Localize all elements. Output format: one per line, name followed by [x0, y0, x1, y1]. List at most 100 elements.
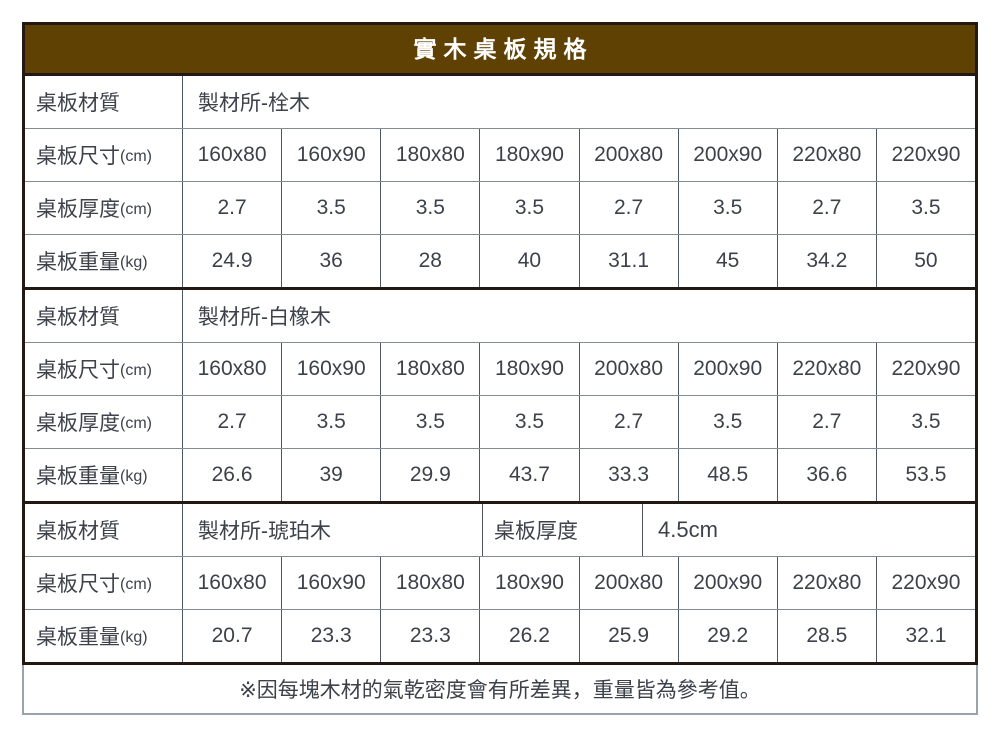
size-label-text: 桌板尺寸	[36, 573, 120, 596]
thickness-cell: 3.5	[679, 396, 778, 448]
spec-table: 實木桌板規格 桌板材質 製材所-栓木 桌板尺寸 (cm) 160x80 160x9…	[22, 22, 978, 665]
material-row-1: 桌板材質 製材所-栓木	[25, 76, 975, 129]
size-cell: 180x80	[381, 557, 481, 609]
material-value: 製材所-白橡木	[198, 306, 331, 329]
size-unit: (cm)	[120, 148, 152, 165]
size-cell: 200x80	[580, 129, 679, 181]
weight-label-text: 桌板重量	[36, 465, 120, 488]
weight-cell: 25.9	[580, 610, 679, 662]
material-label: 桌板材質	[25, 76, 183, 128]
spec-sheet: 實木桌板規格 桌板材質 製材所-栓木 桌板尺寸 (cm) 160x80 160x9…	[22, 22, 978, 715]
size-row-2: 桌板尺寸 (cm) 160x80 160x90 180x80 180x90 200…	[25, 343, 975, 396]
thickness-label: 桌板厚度	[483, 504, 643, 556]
weight-cell: 24.9	[183, 235, 283, 287]
size-cell: 160x90	[282, 557, 382, 609]
weight-cell: 39	[282, 449, 382, 501]
thickness-label: 桌板厚度 (cm)	[25, 182, 183, 234]
size-cell: 160x80	[183, 129, 283, 181]
thickness-cell: 2.7	[183, 182, 283, 234]
size-cell: 180x80	[381, 343, 481, 395]
thickness-label-text: 桌板厚度	[36, 198, 120, 221]
thickness-cell: 3.5	[381, 182, 481, 234]
weight-cell: 33.3	[580, 449, 679, 501]
size-cell: 180x90	[480, 557, 580, 609]
weight-unit: (kg)	[120, 254, 148, 271]
thickness-cell: 3.5	[480, 182, 580, 234]
thickness-cell: 3.5	[381, 396, 481, 448]
weight-label-text: 桌板重量	[36, 251, 120, 274]
thickness-label-text: 桌板厚度	[36, 412, 120, 435]
size-cell: 200x90	[679, 343, 778, 395]
weight-unit: (kg)	[120, 629, 148, 646]
size-cell: 220x90	[891, 571, 961, 594]
size-cell: 180x90	[480, 343, 580, 395]
size-cell: 200x80	[580, 557, 679, 609]
weight-cell: 34.2	[778, 235, 877, 287]
weight-label-text: 桌板重量	[36, 626, 120, 649]
thickness-row-2: 桌板厚度 (cm) 2.7 3.5 3.5 3.5 2.7 3.5 2.7 3.5	[25, 396, 975, 449]
thickness-unit: (cm)	[120, 415, 152, 432]
weight-cell: 32.1	[905, 624, 947, 647]
thickness-cell: 3.5	[911, 410, 941, 433]
weight-cell: 29.9	[381, 449, 481, 501]
thickness-cell: 2.7	[778, 182, 877, 234]
table-title: 實木桌板規格	[25, 25, 975, 76]
size-row-1: 桌板尺寸 (cm) 160x80 160x90 180x80 180x90 200…	[25, 129, 975, 182]
material-label: 桌板材質	[25, 504, 183, 556]
thickness-cell: 3.5	[911, 196, 941, 219]
weight-cell: 48.5	[679, 449, 778, 501]
size-label-text: 桌板尺寸	[36, 145, 120, 168]
size-cell: 160x80	[183, 343, 283, 395]
material-label: 桌板材質	[25, 290, 183, 342]
weight-cell: 28.5	[778, 610, 877, 662]
weight-cell: 43.7	[480, 449, 580, 501]
weight-label: 桌板重量 (kg)	[25, 610, 183, 662]
weight-cell: 29.2	[679, 610, 778, 662]
thickness-cell: 2.7	[580, 182, 679, 234]
thickness-cell: 3.5	[282, 396, 382, 448]
thickness-unit: (cm)	[120, 201, 152, 218]
size-label: 桌板尺寸 (cm)	[25, 129, 183, 181]
size-cell: 160x90	[282, 129, 382, 181]
thickness-row-1: 桌板厚度 (cm) 2.7 3.5 3.5 3.5 2.7 3.5 2.7 3.5	[25, 182, 975, 235]
size-label: 桌板尺寸 (cm)	[25, 557, 183, 609]
size-cell: 220x90	[891, 143, 961, 166]
weight-cell: 23.3	[381, 610, 481, 662]
weight-label: 桌板重量 (kg)	[25, 235, 183, 287]
weight-cell: 36.6	[778, 449, 877, 501]
material-row-3: 桌板材質 製材所-琥珀木 桌板厚度 4.5cm	[25, 504, 975, 557]
weight-cell: 40	[480, 235, 580, 287]
size-cell: 220x90	[891, 357, 961, 380]
size-cell: 200x90	[679, 557, 778, 609]
size-unit: (cm)	[120, 576, 152, 593]
weight-label: 桌板重量 (kg)	[25, 449, 183, 501]
thickness-cell: 2.7	[778, 396, 877, 448]
material-value: 製材所-栓木	[198, 92, 310, 115]
weight-cell: 36	[282, 235, 382, 287]
weight-cell: 50	[914, 249, 938, 272]
weight-row-2: 桌板重量 (kg) 26.6 39 29.9 43.7 33.3 48.5 36.…	[25, 449, 975, 504]
weight-cell: 26.6	[183, 449, 283, 501]
thickness-cell: 3.5	[480, 396, 580, 448]
size-cell: 220x80	[778, 343, 877, 395]
size-unit: (cm)	[120, 362, 152, 379]
weight-cell: 31.1	[580, 235, 679, 287]
weight-row-1: 桌板重量 (kg) 24.9 36 28 40 31.1 45 34.2 50	[25, 235, 975, 290]
size-cell: 180x80	[381, 129, 481, 181]
thickness-cell: 3.5	[282, 182, 382, 234]
size-row-3: 桌板尺寸 (cm) 160x80 160x90 180x80 180x90 200…	[25, 557, 975, 610]
size-cell: 200x90	[679, 129, 778, 181]
weight-cell: 53.5	[905, 463, 947, 486]
size-cell: 220x80	[778, 557, 877, 609]
weight-cell: 26.2	[480, 610, 580, 662]
material-row-2: 桌板材質 製材所-白橡木	[25, 290, 975, 343]
weight-cell: 23.3	[282, 610, 382, 662]
size-cell: 220x80	[778, 129, 877, 181]
size-cell: 200x80	[580, 343, 679, 395]
weight-cell: 28	[381, 235, 481, 287]
thickness-cell: 2.7	[183, 396, 283, 448]
size-label-text: 桌板尺寸	[36, 359, 120, 382]
weight-cell: 20.7	[183, 610, 283, 662]
size-cell: 160x80	[183, 557, 283, 609]
size-cell: 160x90	[282, 343, 382, 395]
